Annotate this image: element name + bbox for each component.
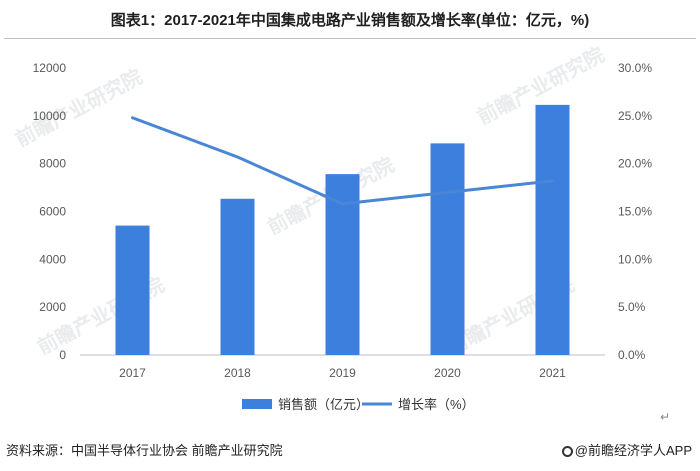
brand-logo-icon (561, 446, 573, 457)
x-tick-label: 2017 (119, 366, 146, 380)
legend-label: 增长率（%） (398, 397, 475, 412)
y2-tick-label: 15.0% (618, 205, 652, 219)
line-series (131, 116, 554, 206)
source-note: 资料来源：中国半导体行业协会 前瞻产业研究院 (6, 443, 283, 458)
brand-credit: @前瞻经济学人APP (561, 440, 692, 459)
y-tick-label: 4000 (39, 252, 66, 266)
y2-tick-label: 5.0% (618, 300, 646, 314)
legend-label: 销售额（亿元） (278, 397, 369, 412)
x-tick-label: 2019 (329, 366, 356, 380)
bar (220, 198, 255, 355)
bar (535, 104, 570, 355)
bar (115, 225, 150, 355)
y-tick-label: 6000 (39, 205, 66, 219)
y2-tick-label: 10.0% (618, 252, 652, 266)
y2-tick-label: 25.0% (618, 109, 652, 123)
y-tick-label: 10000 (33, 109, 67, 123)
y2-tick-label: 20.0% (618, 157, 652, 171)
bar (430, 143, 465, 355)
y-tick-label: 0 (59, 348, 66, 362)
brand-label: @前瞻经济学人APP (574, 443, 692, 458)
y-tick-label: 8000 (39, 157, 66, 171)
y-tick-label: 12000 (33, 61, 67, 75)
title-divider (4, 38, 696, 39)
legend-swatch-bar (242, 399, 272, 409)
x-tick-label: 2021 (539, 366, 566, 380)
x-tick-label: 2018 (224, 366, 251, 380)
y2-tick-label: 0.0% (618, 348, 646, 362)
x-tick-label: 2020 (434, 366, 461, 380)
chart-area: 0 2000 4000 6000 8000 10000 12000 0.0% 5.0% 10.0%… (33, 61, 653, 412)
y2-tick-label: 30.0% (618, 61, 652, 75)
return-mark: ↵ (660, 410, 671, 424)
chart-title: 图表1：2017-2021年中国集成电路产业销售额及增长率(单位：亿元，%) (110, 12, 590, 29)
y-tick-label: 2000 (39, 300, 66, 314)
